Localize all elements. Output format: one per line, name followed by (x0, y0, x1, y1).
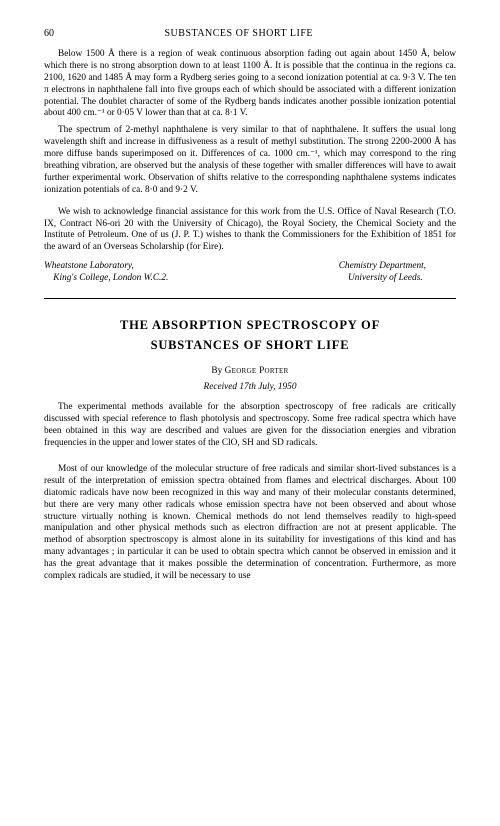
by-prefix: By (211, 366, 224, 376)
body-paragraph-1: Below 1500 Å there is a region of weak c… (44, 49, 456, 120)
affiliation-row: Wheatstone Laboratory, King's College, L… (44, 260, 456, 284)
article-title-line2: SUBSTANCES OF SHORT LIFE (44, 337, 456, 355)
abstract: The experimental methods available for t… (44, 402, 456, 450)
page-container: 60 SUBSTANCES OF SHORT LIFE Below 1500 Å… (0, 0, 500, 608)
running-head: SUBSTANCES OF SHORT LIFE (24, 28, 454, 39)
affil-right-line2: University of Leeds. (339, 272, 426, 284)
received-date: Received 17th July, 1950 (44, 382, 456, 392)
affil-left-line2: King's College, London W.C.2. (44, 272, 168, 284)
affiliation-right: Chemistry Department, University of Leed… (339, 260, 456, 284)
body-paragraph-3: Most of our knowledge of the molecular s… (44, 464, 456, 583)
byline: By George Porter (44, 366, 456, 376)
author-name: George Porter (225, 366, 289, 376)
acknowledgements: We wish to acknowledge financial assista… (44, 207, 456, 255)
affiliation-left: Wheatstone Laboratory, King's College, L… (44, 260, 168, 284)
affil-left-line1: Wheatstone Laboratory, (44, 260, 168, 272)
section-divider (44, 298, 456, 299)
affil-right-line1: Chemistry Department, (339, 260, 426, 272)
article-title-line1: THE ABSORPTION SPECTROSCOPY OF (44, 317, 456, 335)
header-spacer (454, 28, 457, 39)
page-header: 60 SUBSTANCES OF SHORT LIFE (44, 28, 456, 39)
body-paragraph-2: The spectrum of 2-methyl naphthalene is … (44, 125, 456, 196)
